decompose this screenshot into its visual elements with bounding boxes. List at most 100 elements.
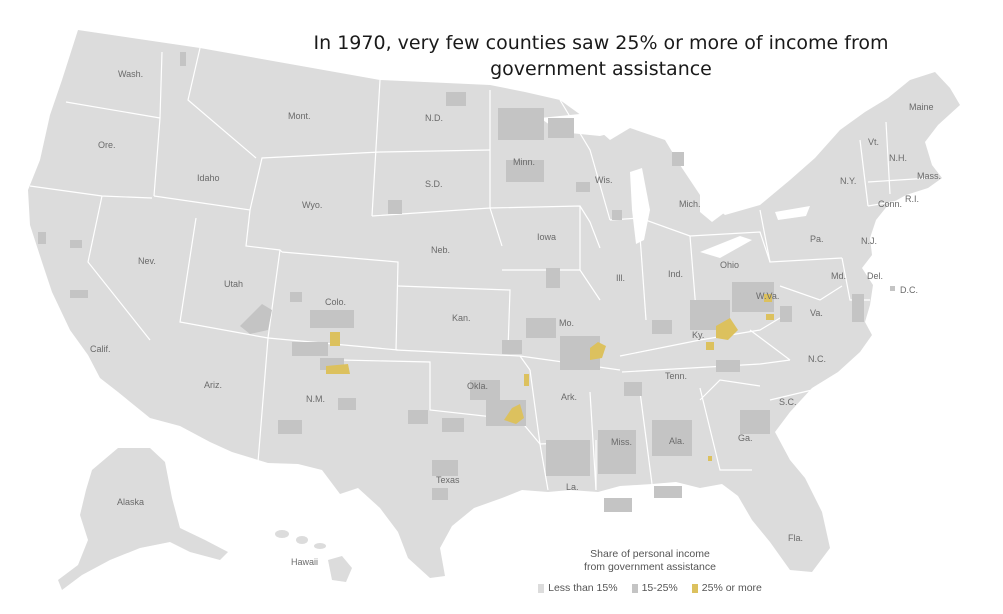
county-patch (506, 160, 544, 182)
state-label-alaska: Alaska (117, 497, 144, 507)
state-label-texas: Texas (436, 475, 460, 485)
state-label-sc: S.C. (779, 397, 797, 407)
county-patch (388, 200, 402, 214)
county-patch (432, 460, 458, 476)
county-patch-high (716, 318, 738, 340)
state-label-nm: N.M. (306, 394, 325, 404)
legend-label-high: 25% or more (701, 582, 762, 594)
state-label-mich: Mich. (679, 199, 701, 209)
county-patch (672, 152, 684, 166)
legend-title-line2: from government assistance (584, 561, 716, 573)
state-label-nh: N.H. (889, 153, 907, 163)
state-label-dc: D.C. (900, 285, 918, 295)
state-label-ohio: Ohio (720, 260, 739, 270)
contiguous-us-landmass (28, 30, 960, 578)
county-patch (604, 498, 632, 512)
state-label-kan: Kan. (452, 313, 471, 323)
high-range-counties (326, 294, 774, 461)
state-borders (29, 47, 931, 491)
county-patch-high (764, 294, 772, 302)
state-label-ariz: Ariz. (204, 380, 222, 390)
hawaii-island (275, 530, 289, 538)
state-label-vt: Vt. (868, 137, 879, 147)
county-patch (70, 290, 88, 298)
county-patch (240, 304, 272, 334)
state-label-okla: Okla. (467, 381, 488, 391)
state-label-utah: Utah (224, 279, 243, 289)
lake-michigan (630, 168, 650, 244)
state-label-nj: N.J. (861, 236, 877, 246)
county-patch (338, 398, 356, 410)
state-label-wis: Wis. (595, 175, 613, 185)
state-label-del: Del. (867, 271, 883, 281)
state-label-hawaii: Hawaii (291, 557, 318, 567)
county-patch (442, 418, 464, 432)
county-patch (652, 420, 692, 456)
county-patch (526, 318, 556, 338)
county-patch (470, 380, 500, 400)
state-label-iowa: Iowa (537, 232, 556, 242)
state-label-neb: Neb. (431, 245, 450, 255)
state-label-mont: Mont. (288, 111, 311, 121)
hawaii-island (296, 536, 308, 544)
state-label-wva: W.Va. (756, 291, 779, 301)
state-label-ny: N.Y. (840, 176, 856, 186)
county-patch-high (590, 342, 606, 360)
county-patch-high (706, 342, 714, 350)
state-label-ark: Ark. (561, 392, 577, 402)
hawaii-island (314, 543, 326, 549)
county-patch (716, 360, 740, 372)
state-label-nev: Nev. (138, 256, 156, 266)
state-label-miss: Miss. (611, 437, 632, 447)
state-label-colo: Colo. (325, 297, 346, 307)
legend-title-line1: Share of personal income (590, 548, 710, 560)
county-patch (70, 240, 82, 248)
county-patch (38, 232, 46, 244)
map-title: In 1970, very few counties saw 25% or mo… (313, 32, 889, 80)
state-label-ky: Ky. (692, 330, 704, 340)
state-label-wyo: Wyo. (302, 200, 322, 210)
state-label-nd: N.D. (425, 113, 443, 123)
county-patch (446, 92, 466, 106)
county-patch-high (766, 314, 774, 320)
county-patch (546, 440, 590, 476)
legend-item-high: 25% or more (691, 582, 762, 594)
county-patch (292, 342, 328, 356)
state-label-wash: Wash. (118, 69, 143, 79)
county-patch (408, 410, 428, 424)
state-label-tenn: Tenn. (665, 371, 687, 381)
hawaii-islands (275, 530, 352, 582)
state-label-maine: Maine (909, 102, 934, 112)
state-label-ore: Ore. (98, 140, 116, 150)
legend-items: Less than 15% 15-25% 25% or more (520, 582, 780, 594)
legend: Share of personal income from government… (520, 548, 780, 594)
county-patch-high (330, 332, 340, 346)
county-patch (278, 420, 302, 434)
state-label-minn: Minn. (513, 157, 535, 167)
legend-label-mid: 15-25% (641, 582, 678, 594)
dc-marker (890, 286, 895, 291)
state-label-ind: Ind. (668, 269, 683, 279)
state-label-conn: Conn. (878, 199, 902, 209)
legend-item-low: Less than 15% (538, 582, 618, 594)
legend-swatch-mid (631, 583, 638, 593)
county-patch-high (524, 374, 529, 386)
state-label-ga: Ga. (738, 433, 753, 443)
county-patch (780, 306, 792, 322)
county-patch-high (326, 364, 350, 374)
legend-swatch-high (691, 583, 698, 593)
state-label-pa: Pa. (810, 234, 824, 244)
lake-huron (700, 188, 728, 222)
county-patch (502, 340, 522, 354)
state-label-va: Va. (810, 308, 823, 318)
county-patch (852, 294, 864, 322)
state-label-fla: Fla. (788, 533, 803, 543)
alaska-landmass (58, 448, 228, 590)
county-patch (290, 292, 302, 302)
state-label-ri: R.I. (905, 194, 919, 204)
county-patch (548, 118, 574, 138)
state-labels: Wash. Ore. Calif. Idaho Nev. Mont. Wyo. … (90, 69, 941, 567)
hawaii-island (328, 556, 352, 582)
state-label-la: La. (566, 482, 579, 492)
county-patch-high (504, 404, 524, 424)
